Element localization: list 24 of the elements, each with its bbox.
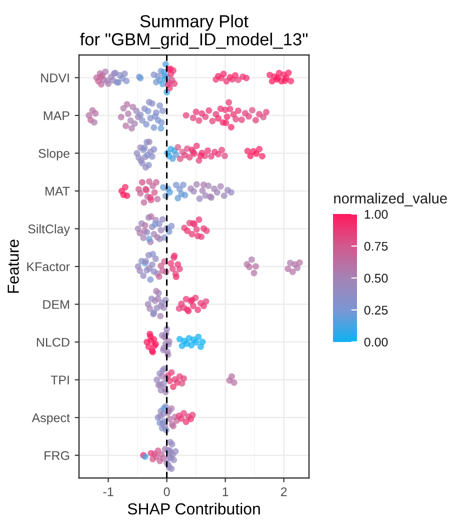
y-tick-label: Slope — [38, 148, 70, 160]
x-axis-title: SHAP Contribution — [128, 502, 260, 515]
y-tick-label: MAP — [44, 111, 70, 120]
chart-title: Summary Plot for "GBM_grid_ID_model_13" — [80, 14, 308, 49]
y-tick-label: TPI — [50, 376, 69, 384]
color-bar-title: normalized_value — [334, 192, 447, 206]
color-bar-label: 1.00 — [364, 210, 388, 219]
y-tick-label: Aspect — [32, 413, 70, 425]
x-tick-label: 1 — [222, 487, 228, 496]
y-tick-label: MAT — [46, 186, 70, 196]
y-tick-label: SiltClay — [28, 224, 70, 236]
color-bar-label: 0.50 — [364, 274, 388, 283]
y-tick-label: FRG — [44, 451, 70, 460]
x-tick-label: 0 — [164, 487, 170, 496]
y-tick-label: NDVI — [41, 74, 69, 82]
x-tick-label: -1 — [103, 487, 114, 496]
x-tick-label: 2 — [280, 487, 287, 496]
y-tick-label: DEM — [43, 300, 69, 309]
color-bar-label: 0.00 — [364, 338, 388, 347]
y-tick-label: KFactor — [27, 262, 70, 272]
color-bar-label: 0.25 — [364, 306, 388, 315]
y-tick-label: NLCD — [36, 338, 70, 347]
y-axis-title: Feature — [8, 240, 19, 293]
color-bar-label: 0.75 — [364, 242, 388, 251]
